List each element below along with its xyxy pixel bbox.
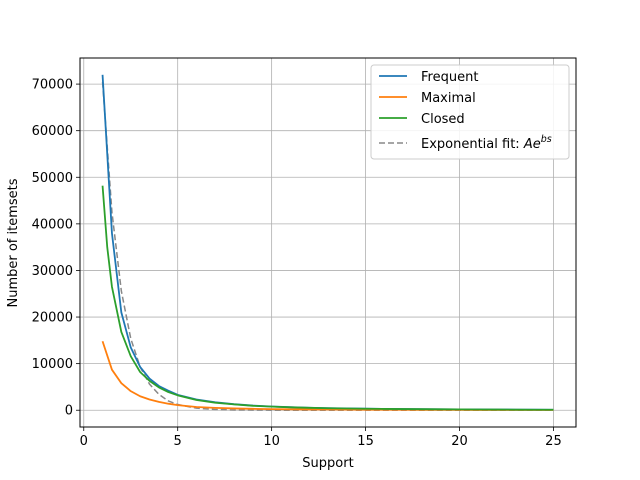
legend-entry-label: Closed bbox=[421, 112, 465, 127]
legend-box bbox=[370, 64, 570, 160]
x-tick-label: 0 bbox=[80, 434, 88, 449]
y-tick-label: 10000 bbox=[32, 357, 73, 372]
y-tick-label: 30000 bbox=[32, 264, 73, 279]
y-axis-label: Number of itemsets bbox=[6, 178, 21, 307]
plot-frame bbox=[79, 57, 577, 428]
legend-entry-label: Maximal bbox=[421, 91, 476, 106]
x-tick-label: 10 bbox=[263, 434, 280, 449]
y-tick-label: 40000 bbox=[32, 217, 73, 232]
x-tick-label: 15 bbox=[357, 434, 374, 449]
legend-entry-label: Frequent bbox=[421, 70, 478, 85]
y-tick-label: 60000 bbox=[32, 124, 73, 139]
y-tick-label: 0 bbox=[65, 404, 73, 419]
x-tick-label: 20 bbox=[451, 434, 468, 449]
series-line-maximal bbox=[101, 340, 554, 411]
legend-entry-label: Exponential fit: Aebs bbox=[421, 134, 552, 152]
x-axis-ticks: 0 5 10 15 20 25 bbox=[80, 427, 562, 449]
series-group bbox=[101, 74, 554, 411]
legend: Frequent Maximal Closed Exponential fit: Ae… bbox=[370, 64, 570, 160]
x-axis-label: Support bbox=[302, 456, 353, 471]
y-axis-ticks: 0 10000 20000 30000 40000 50000 60000 70000 bbox=[32, 78, 80, 419]
y-tick-label: 50000 bbox=[32, 171, 73, 186]
y-tick-label: 70000 bbox=[32, 78, 73, 93]
y-tick-label: 20000 bbox=[32, 311, 73, 326]
series-line-closed bbox=[101, 185, 554, 411]
x-tick-label: 25 bbox=[545, 434, 562, 449]
x-tick-label: 5 bbox=[174, 434, 182, 449]
